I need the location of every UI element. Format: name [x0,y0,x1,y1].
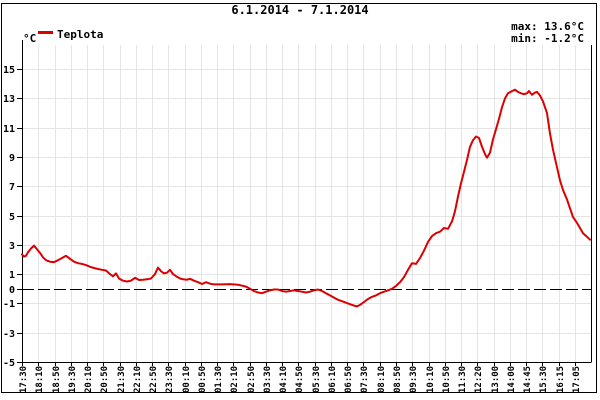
y-tick-label: 7 [9,182,15,193]
y-tick-label: -3 [3,329,15,340]
x-tick-label: 09:30 [409,366,419,393]
x-tick-label: 02:50 [247,366,257,393]
x-tick-label: 15:30 [539,366,549,393]
x-tick-label: 02:10 [230,366,240,393]
x-tick-label: 07:30 [360,366,370,393]
x-tick-label: 22:10 [133,366,143,393]
x-tick-label: 10:10 [426,366,436,393]
x-tick-label: 22:50 [149,366,159,393]
x-tick-label: 03:30 [263,366,273,393]
x-tick-label: 04:10 [279,366,289,393]
y-tick-label: 5 [9,212,15,223]
x-tick-label: 14:45 [523,366,533,393]
x-tick-label: 16:15 [556,366,566,393]
x-tick-label: 23:30 [165,366,175,393]
x-tick-label: 13:00 [491,366,501,393]
chart-title: 6.1.2014 - 7.1.2014 [231,3,368,17]
x-tick-label: 12:20 [474,366,484,393]
x-tick-label: 04:50 [295,366,305,393]
x-tick-label: 21:30 [117,366,127,393]
x-tick-label: 11:30 [458,366,468,393]
y-tick-label: -5 [3,358,15,369]
legend-label: Teplota [57,28,103,41]
x-tick-label: 18:50 [52,366,62,393]
x-tick-label: 18:10 [35,366,45,393]
min-value: min: -1.2°C [511,32,584,45]
temperature-line [21,88,591,308]
y-tick-label: 9 [9,153,15,164]
x-tick-label: 05:30 [312,366,322,393]
y-tick-label: 0 [9,285,15,296]
legend: Teplota [38,28,103,41]
x-tick-label: 20:10 [84,366,94,393]
x-tick-label: 06:50 [344,366,354,393]
x-tick-label: 00:50 [198,366,208,393]
x-tick-label: 06:10 [328,366,338,393]
y-tick-label: 3 [9,241,15,252]
x-tick-label: 20:50 [100,366,110,393]
legend-swatch-icon [38,31,53,34]
gridlines [22,45,591,363]
x-tick-label: 00:10 [182,366,192,393]
y-axis-unit: °C [23,32,36,45]
x-tick-label: 14:00 [507,366,517,393]
x-tick-label: 17:05 [572,366,582,393]
max-value: max: 13.6°C [511,20,584,33]
y-tick-label: 1 [9,270,15,281]
x-axis-labels: 17:30 18:10 18:50 19:30 20:10 20:50 21:30 22:10… [19,363,582,393]
x-tick-label: 10:50 [442,366,452,393]
image-border [1,3,597,393]
y-tick-label: 13 [3,94,15,105]
x-tick-label: 08:50 [393,366,403,393]
y-axis-labels: 15 13 11 9 7 5 3 1 0 -1 -3 -5 [3,65,22,369]
x-tick-label: 08:10 [377,366,387,393]
axes [22,40,592,363]
y-tick-label: -1 [3,299,15,310]
x-tick-label: 19:30 [68,366,78,393]
x-tick-label: 01:30 [214,366,224,393]
y-tick-label: 15 [3,65,15,76]
y-tick-label: 11 [3,124,15,135]
x-tick-label: 17:30 [19,366,29,393]
